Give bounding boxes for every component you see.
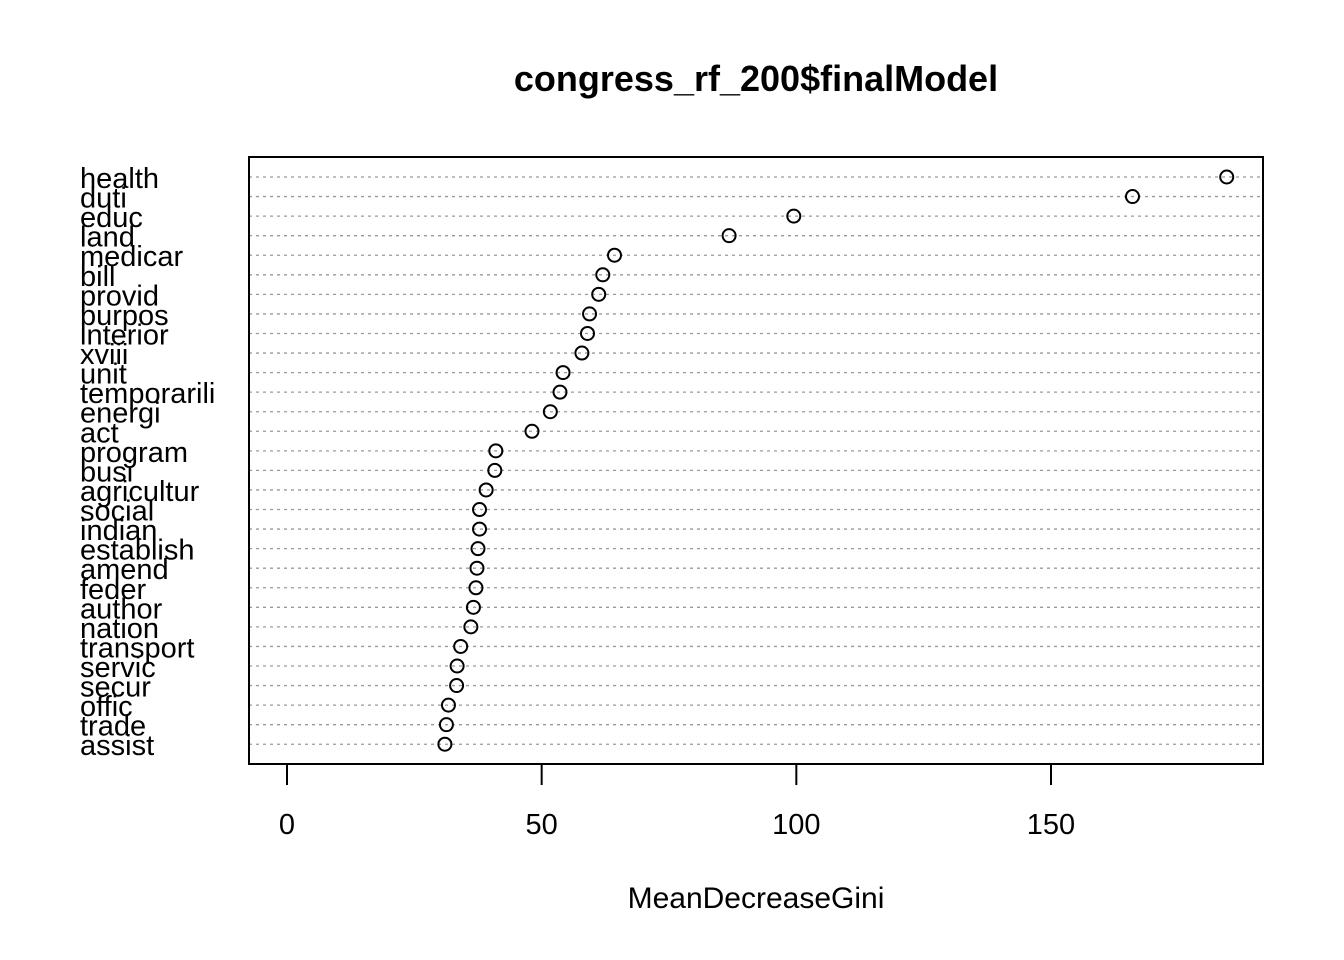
category-label: busi xyxy=(80,456,133,488)
category-label: program xyxy=(80,437,188,469)
x-axis-label: MeanDecreaseGini xyxy=(627,882,885,915)
data-point xyxy=(721,228,737,244)
grid-lines xyxy=(249,176,1263,745)
category-label: author xyxy=(80,593,163,625)
data-point xyxy=(453,638,469,654)
x-axis: 0 50 100 150 xyxy=(279,763,1075,841)
category-label: health xyxy=(80,163,159,195)
category-label: purpos xyxy=(80,300,169,332)
category-label: duti xyxy=(80,183,127,215)
x-tick-label: 0 xyxy=(279,809,295,841)
category-label: bill xyxy=(80,261,115,293)
x-tick-label: 50 xyxy=(526,809,558,841)
category-label: educ xyxy=(80,202,143,234)
category-label: establish xyxy=(80,535,194,567)
data-point xyxy=(786,208,802,224)
data-point xyxy=(463,619,479,635)
category-label: act xyxy=(80,417,119,449)
data-point xyxy=(465,599,481,615)
category-label: provid xyxy=(80,280,159,312)
category-label: assist xyxy=(80,730,154,762)
data-point xyxy=(469,560,485,576)
category-label: offic xyxy=(80,691,133,723)
data-point xyxy=(468,580,484,596)
data-point xyxy=(470,541,486,557)
data-point xyxy=(591,286,607,302)
category-label: feder xyxy=(80,574,146,606)
category-label: indian xyxy=(80,515,157,547)
data-point xyxy=(440,697,456,713)
category-label: nation xyxy=(80,613,159,645)
category-label: secur xyxy=(80,672,151,704)
category-label: transport xyxy=(80,632,194,664)
category-label: trade xyxy=(80,711,146,743)
category-label: energi xyxy=(80,398,161,430)
data-point xyxy=(438,717,454,733)
data-point xyxy=(472,502,488,518)
data-points xyxy=(437,169,1235,752)
data-point xyxy=(580,325,596,341)
chart-title: congress_rf_200$finalModel xyxy=(513,58,999,99)
category-label: social xyxy=(80,496,154,528)
data-point xyxy=(449,678,465,694)
data-point xyxy=(607,247,623,263)
data-point xyxy=(542,404,558,420)
category-label: unit xyxy=(80,359,127,391)
x-tick-label: 100 xyxy=(772,809,820,841)
category-label: interior xyxy=(80,319,169,351)
category-label: amend xyxy=(80,554,169,586)
data-point xyxy=(449,658,465,674)
category-label: agricultur xyxy=(80,476,200,508)
plot-frame xyxy=(248,156,1264,765)
x-tick-label: 150 xyxy=(1027,809,1075,841)
category-label: temporarili xyxy=(80,378,215,410)
data-point xyxy=(1219,169,1235,185)
data-point xyxy=(478,482,494,498)
category-label: medicar xyxy=(80,241,183,273)
data-point xyxy=(552,384,568,400)
data-point xyxy=(1124,189,1140,205)
data-point xyxy=(555,365,571,381)
data-point xyxy=(487,462,503,478)
category-labels: healthdutieduclandmedicarbillprovidpurpo… xyxy=(80,163,215,762)
category-label: servic xyxy=(80,652,156,684)
data-point xyxy=(582,306,598,322)
data-point xyxy=(437,736,453,752)
data-point xyxy=(524,423,540,439)
data-point xyxy=(595,267,611,283)
data-point xyxy=(488,443,504,459)
category-label: xviii xyxy=(80,339,128,371)
data-point xyxy=(574,345,590,361)
category-label: land xyxy=(80,222,135,254)
data-point xyxy=(472,521,488,537)
